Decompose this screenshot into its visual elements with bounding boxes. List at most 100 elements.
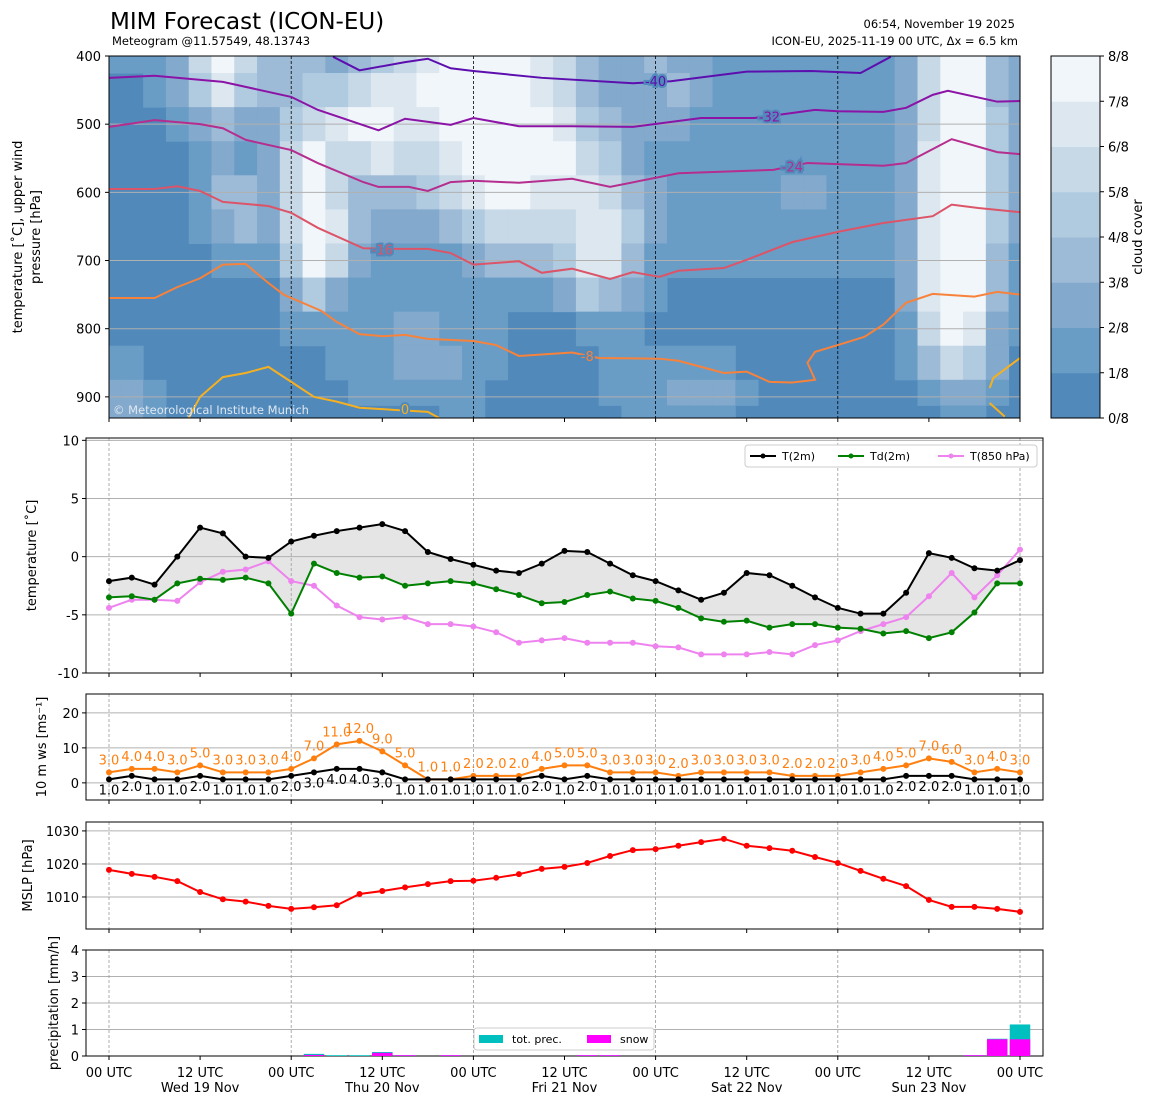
data-point — [698, 651, 705, 658]
data-point — [812, 854, 819, 861]
cloud-cover-cell — [109, 345, 121, 381]
gust-value-label: 3.0 — [759, 753, 780, 768]
wind-speed-value-label: 1.0 — [850, 783, 871, 798]
cloud-cover-cell — [940, 379, 964, 406]
cloud-cover-cell — [940, 345, 964, 381]
cloud-cover-cell — [894, 73, 919, 108]
data-point — [766, 769, 773, 776]
data-point — [128, 870, 135, 877]
cloud-cover-cell — [894, 345, 919, 381]
gust-value-label: 2.0 — [805, 757, 826, 772]
cloud-cover-cell — [393, 379, 417, 406]
isotherm: -40 — [332, 56, 892, 92]
data-point — [447, 555, 454, 562]
y-tick-label: 5 — [71, 492, 79, 507]
gust-value-label: 2.0 — [827, 757, 848, 772]
cloud-cover-cell — [689, 379, 714, 406]
data-point — [402, 614, 409, 621]
cloud-cover-cell — [1008, 73, 1020, 108]
cloud-cover-cell — [530, 56, 554, 74]
wind-speed-value-label: 1.0 — [805, 783, 826, 798]
data-point — [607, 769, 614, 776]
cloud-cover-cell — [348, 141, 372, 176]
data-point — [515, 776, 522, 783]
data-point — [493, 874, 500, 881]
cloud-cover-cell — [621, 141, 645, 176]
cloud-cover-cell — [735, 56, 759, 74]
dewpoint-spread-fill — [109, 524, 1020, 639]
data-point — [174, 769, 181, 776]
gust-value-label: 5.0 — [554, 746, 575, 761]
data-point — [607, 588, 614, 595]
data-point — [857, 776, 864, 783]
wind-speed-value-label: 3.0 — [304, 776, 325, 791]
x-tick-label: 00 UTC — [450, 1066, 496, 1081]
data-point — [424, 881, 431, 888]
data-point — [629, 639, 636, 646]
cloud-cover-cell — [894, 277, 919, 313]
wind-speed-value-label: 1.0 — [987, 783, 1008, 798]
data-point — [151, 873, 158, 880]
data-point — [333, 741, 340, 748]
y-axis-label: MSLP [hPa] — [21, 839, 36, 911]
data-point — [265, 554, 272, 561]
gust-value-label: 4.0 — [531, 750, 552, 765]
data-point — [538, 560, 545, 567]
cloud-cover-cell — [325, 56, 349, 74]
cloud-cover-cell — [940, 405, 964, 418]
data-point — [128, 593, 135, 600]
cloud-cover-cell — [598, 56, 622, 74]
cloud-cover-cell — [758, 56, 782, 74]
cloud-cover-cell — [416, 73, 440, 108]
gust-value-label: 5.0 — [190, 746, 211, 761]
data-point — [265, 769, 272, 776]
gust-value-label: 2.0 — [509, 757, 530, 772]
data-point — [607, 639, 614, 646]
wind-speed-value-label: 1.0 — [486, 783, 507, 798]
wind-speed-value-label: 2.0 — [190, 780, 211, 795]
cloud-cover-cell — [758, 209, 782, 244]
cloud-cover-cell — [712, 379, 736, 406]
cloud-cover-cell — [302, 141, 326, 176]
cloud-cover-cell — [188, 141, 212, 176]
data-point — [834, 624, 841, 631]
data-point — [766, 649, 773, 656]
x-day-label: Fri 21 Nov — [532, 1081, 598, 1096]
cloud-cover-cell — [439, 379, 463, 406]
cloud-cover-cell — [302, 73, 326, 108]
legend-label: Td(2m) — [869, 450, 910, 463]
cloud-cover-cell — [985, 141, 1010, 176]
isotherm-line — [988, 357, 1020, 389]
wind-speed-value-label: 2.0 — [941, 780, 962, 795]
data-point — [424, 580, 431, 587]
data-point — [515, 569, 522, 576]
data-point — [880, 776, 887, 783]
data-point — [424, 776, 431, 783]
cloud-cover-cell — [484, 209, 509, 244]
issued-time: 06:54, November 19 2025 — [864, 17, 1016, 31]
cloud-cover-cell — [849, 141, 873, 176]
data-point — [789, 651, 796, 658]
cloud-cover-cell — [689, 73, 714, 108]
cloud-cover-cell — [666, 141, 691, 176]
y-axis-label: 10 m ws [ms⁻¹] — [35, 697, 50, 798]
colorbar-tick-label: 8/8 — [1108, 50, 1129, 65]
data-point — [789, 847, 796, 854]
temperature-legend: T(2m) Td(2m) T(850 hPa) — [744, 444, 1038, 468]
data-point — [106, 769, 112, 776]
snow-bar — [964, 1055, 985, 1056]
cloud-cover-cell — [325, 209, 349, 244]
data-point — [629, 595, 636, 602]
data-point — [310, 532, 317, 539]
cloud-cover-cell — [712, 141, 736, 176]
data-point — [948, 569, 955, 576]
data-point — [242, 776, 249, 783]
y-axis-label: precipitation [mm/h] — [47, 936, 62, 1070]
data-point — [925, 593, 932, 600]
gust-value-label: 4.0 — [281, 750, 302, 765]
data-point — [948, 772, 955, 779]
gust-value-label: 4.0 — [987, 750, 1008, 765]
cloud-cover-cell — [553, 141, 577, 176]
data-point — [903, 614, 910, 621]
